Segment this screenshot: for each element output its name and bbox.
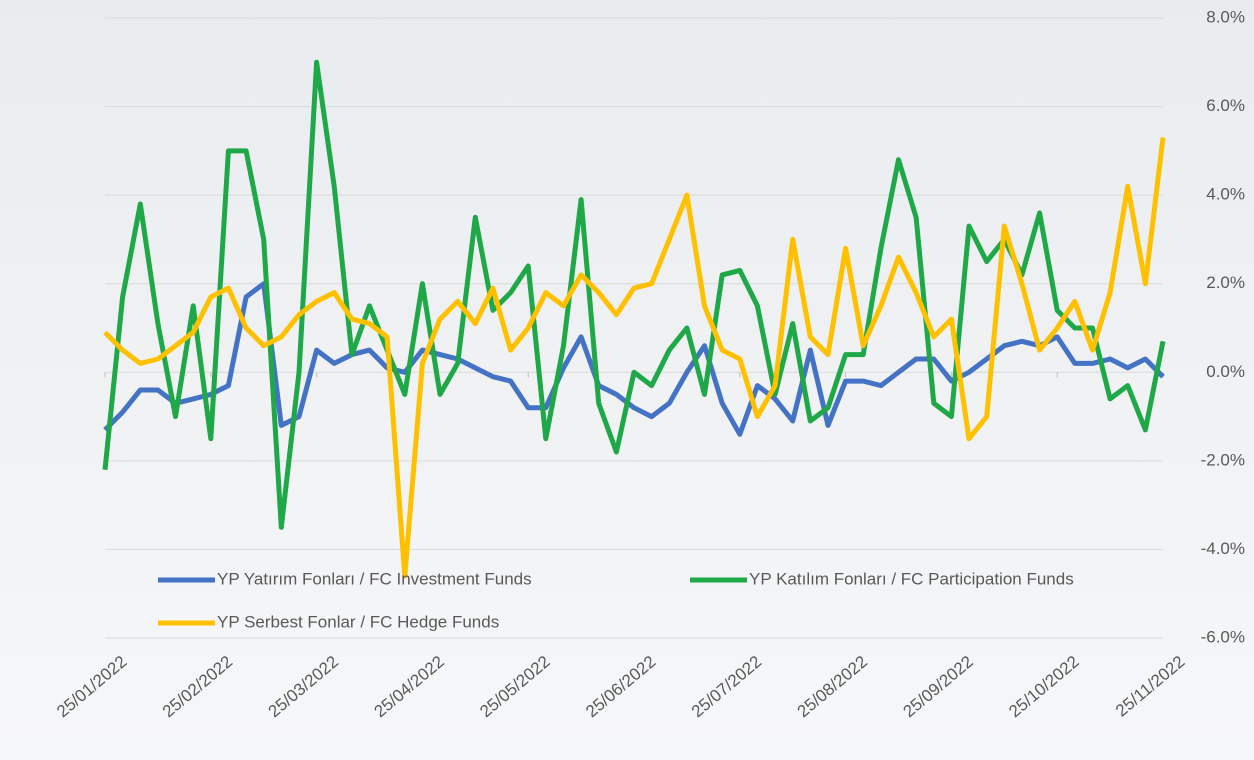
- series-line: [103, 137, 1166, 579]
- y-tick-label: 6.0%: [1206, 96, 1245, 115]
- legend-label: YP Katılım Fonları / FC Participation Fu…: [749, 569, 1074, 588]
- y-tick-label: -4.0%: [1201, 539, 1245, 558]
- y-tick-label: 4.0%: [1206, 185, 1245, 204]
- series-line: [103, 281, 1165, 437]
- series-line: [102, 59, 1166, 530]
- y-tick-label: 2.0%: [1206, 273, 1245, 292]
- legend-label: YP Yatırım Fonları / FC Investment Funds: [217, 569, 532, 588]
- legend-label: YP Serbest Fonlar / FC Hedge Funds: [217, 612, 499, 631]
- y-tick-label: -6.0%: [1201, 627, 1245, 646]
- y-tick-label: 8.0%: [1206, 7, 1245, 26]
- y-tick-label: 0.0%: [1206, 362, 1245, 381]
- y-tick-label: -2.0%: [1201, 450, 1245, 469]
